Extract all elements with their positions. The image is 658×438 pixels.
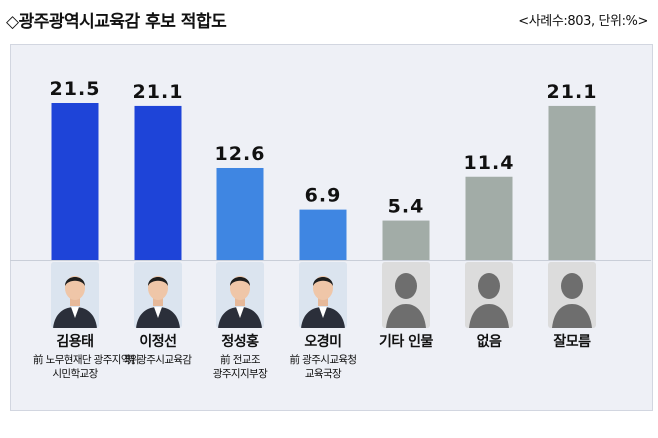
candidate-2: 이정선 現 광주시교육감 bbox=[116, 262, 200, 367]
bar-value-label: 21.1 bbox=[547, 81, 598, 103]
candidate-name: 잘모름 bbox=[553, 334, 591, 350]
candidate-name: 이정선 bbox=[139, 334, 177, 350]
bar-value-label: 11.4 bbox=[464, 152, 515, 174]
candidate-6: 없음 bbox=[447, 262, 531, 351]
bar-value-label: 21.5 bbox=[50, 78, 101, 100]
candidate-desc-line: 시민학교장 bbox=[52, 368, 98, 380]
bar-value-label: 6.9 bbox=[305, 185, 342, 207]
candidate-desc-line: 광주지지부장 bbox=[212, 368, 268, 380]
candidate-desc: 現 광주시교육감 bbox=[116, 353, 200, 367]
bar-value-label: 5.4 bbox=[388, 196, 425, 218]
bar-chart: 21.5 21.1 12.6 6.9 5.4 11.4 21.1 bbox=[10, 78, 651, 261]
candidate-photo bbox=[134, 262, 182, 328]
candidate-desc-line: 現 광주시교육감 bbox=[124, 354, 193, 366]
bar-5 bbox=[382, 220, 430, 260]
candidate-desc-line: 前 노무현재단 광주지역위 bbox=[33, 354, 140, 366]
candidate-photo bbox=[51, 262, 99, 328]
candidate-name: 없음 bbox=[476, 334, 502, 350]
candidate-5: 기타 인물 bbox=[364, 262, 448, 351]
candidate-photo bbox=[299, 262, 347, 328]
bar-value-label: 21.1 bbox=[133, 81, 184, 103]
candidate-name: 오경미 bbox=[304, 334, 342, 350]
bar-6 bbox=[465, 176, 513, 260]
bar-value-label: 12.6 bbox=[215, 143, 266, 165]
silhouette-icon bbox=[465, 262, 513, 328]
silhouette-icon bbox=[548, 262, 596, 328]
candidate-desc-line: 교육국장 bbox=[304, 368, 342, 380]
candidate-desc-line: 前 광주시교육청 bbox=[289, 354, 358, 366]
bar-3 bbox=[216, 167, 264, 260]
candidate-name: 김용태 bbox=[56, 334, 94, 350]
bar-1 bbox=[51, 103, 99, 260]
sample-note: <사례수:803, 단위:%> bbox=[518, 14, 648, 29]
chart-title: ◇광주광역시교육감 후보 적합도 bbox=[6, 12, 227, 32]
candidate-name: 정성홍 bbox=[221, 334, 259, 350]
candidate-7: 잘모름 bbox=[530, 262, 614, 351]
candidate-photo bbox=[216, 262, 264, 328]
silhouette-icon bbox=[382, 262, 430, 328]
bar-2 bbox=[134, 105, 182, 260]
candidate-name: 기타 인물 bbox=[379, 334, 433, 350]
candidate-desc-line: 前 전교조 bbox=[220, 354, 260, 366]
bar-7 bbox=[548, 105, 596, 260]
bar-4 bbox=[299, 209, 347, 260]
